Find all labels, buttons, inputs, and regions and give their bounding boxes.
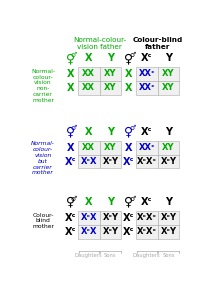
- Bar: [136, 155, 158, 168]
- Text: ♂: ♂: [129, 126, 135, 131]
- Bar: [158, 141, 179, 155]
- Text: Y: Y: [165, 54, 172, 64]
- Text: Normal-colour-
vision father: Normal-colour- vision father: [73, 37, 126, 50]
- Text: Y: Y: [107, 127, 114, 137]
- Text: XY: XY: [104, 69, 117, 78]
- Bar: [158, 155, 179, 168]
- Bar: [136, 211, 158, 225]
- Text: Y: Y: [165, 197, 172, 207]
- Text: ♂: ♂: [71, 51, 77, 58]
- Text: Sons: Sons: [162, 253, 175, 258]
- Text: Xᶜ: Xᶜ: [123, 157, 135, 167]
- Text: X: X: [125, 143, 133, 153]
- Text: XXᶜ: XXᶜ: [139, 69, 155, 78]
- Text: XX: XX: [82, 83, 95, 92]
- Text: Y: Y: [107, 54, 114, 64]
- Text: XXᶜ: XXᶜ: [139, 143, 155, 152]
- Bar: [78, 225, 100, 238]
- Text: ♀: ♀: [124, 196, 133, 209]
- Text: ♀: ♀: [124, 52, 133, 65]
- Text: XᶜY: XᶜY: [103, 213, 118, 222]
- Text: XXᶜ: XXᶜ: [139, 83, 155, 92]
- Text: Daughters: Daughters: [75, 253, 103, 258]
- Text: Xᶜ: Xᶜ: [141, 197, 153, 207]
- Text: XᶜXᶜ: XᶜXᶜ: [137, 227, 157, 236]
- Text: Xᶜ: Xᶜ: [141, 54, 153, 64]
- Bar: [78, 141, 100, 155]
- Text: Xᶜ: Xᶜ: [65, 213, 77, 223]
- Text: X: X: [125, 69, 133, 79]
- Text: X: X: [67, 83, 75, 93]
- Bar: [78, 67, 100, 81]
- Text: XY: XY: [162, 69, 175, 78]
- Text: XᶜY: XᶜY: [161, 157, 176, 166]
- Text: Daughters: Daughters: [133, 253, 161, 258]
- Text: Y: Y: [107, 197, 114, 207]
- Text: Xᶜ: Xᶜ: [123, 213, 135, 223]
- Text: Sons: Sons: [104, 253, 117, 258]
- Text: XᶜXᶜ: XᶜXᶜ: [137, 157, 157, 166]
- Text: XᶜY: XᶜY: [161, 213, 176, 222]
- Text: ♂: ♂: [71, 196, 77, 201]
- Text: ♀: ♀: [124, 126, 133, 139]
- Bar: [78, 81, 100, 95]
- Text: XY: XY: [162, 83, 175, 92]
- Text: XX: XX: [82, 143, 95, 152]
- Text: X: X: [85, 127, 92, 137]
- Text: XY: XY: [104, 143, 117, 152]
- Text: Xᶜ: Xᶜ: [65, 227, 77, 237]
- Text: Colour-blind
father: Colour-blind father: [133, 37, 183, 50]
- Text: XᶜY: XᶜY: [103, 227, 118, 236]
- Bar: [100, 67, 121, 81]
- Bar: [158, 67, 179, 81]
- Text: ♂: ♂: [129, 196, 135, 201]
- Bar: [100, 211, 121, 225]
- Text: X: X: [85, 54, 92, 64]
- Text: Normal-
colour-
vision
non-
carrier
mother: Normal- colour- vision non- carrier moth…: [31, 69, 55, 103]
- Bar: [78, 155, 100, 168]
- Bar: [100, 225, 121, 238]
- Text: X: X: [85, 197, 92, 207]
- Text: ♀: ♀: [66, 196, 75, 209]
- Text: XᶜXᶜ: XᶜXᶜ: [137, 213, 157, 222]
- Text: Xᶜ: Xᶜ: [141, 127, 153, 137]
- Text: XᶜY: XᶜY: [103, 157, 118, 166]
- Bar: [136, 81, 158, 95]
- Text: Xᶜ: Xᶜ: [123, 227, 135, 237]
- Text: ♂: ♂: [129, 51, 135, 58]
- Bar: [78, 211, 100, 225]
- Bar: [100, 155, 121, 168]
- Text: XᶜY: XᶜY: [161, 227, 176, 236]
- Bar: [158, 81, 179, 95]
- Text: Xᶜ: Xᶜ: [65, 157, 77, 167]
- Text: X: X: [125, 83, 133, 93]
- Text: XᶜX: XᶜX: [81, 157, 97, 166]
- Text: ♀: ♀: [66, 126, 75, 139]
- Text: X: X: [67, 143, 75, 153]
- Bar: [100, 141, 121, 155]
- Bar: [136, 67, 158, 81]
- Text: XY: XY: [104, 83, 117, 92]
- Bar: [158, 225, 179, 238]
- Text: Y: Y: [165, 127, 172, 137]
- Text: XᶜX: XᶜX: [81, 227, 97, 236]
- Bar: [136, 225, 158, 238]
- Text: XᶜX: XᶜX: [81, 213, 97, 222]
- Text: XY: XY: [162, 143, 175, 152]
- Bar: [100, 81, 121, 95]
- Text: ♀: ♀: [66, 52, 75, 65]
- Bar: [136, 141, 158, 155]
- Text: X: X: [67, 69, 75, 79]
- Text: ♂: ♂: [71, 126, 77, 131]
- Text: Colour-
blind
mother: Colour- blind mother: [32, 213, 54, 229]
- Text: Normal-
colour-
vision
but
carrier
mother: Normal- colour- vision but carrier mothe…: [31, 141, 55, 176]
- Text: XX: XX: [82, 69, 95, 78]
- Bar: [158, 211, 179, 225]
